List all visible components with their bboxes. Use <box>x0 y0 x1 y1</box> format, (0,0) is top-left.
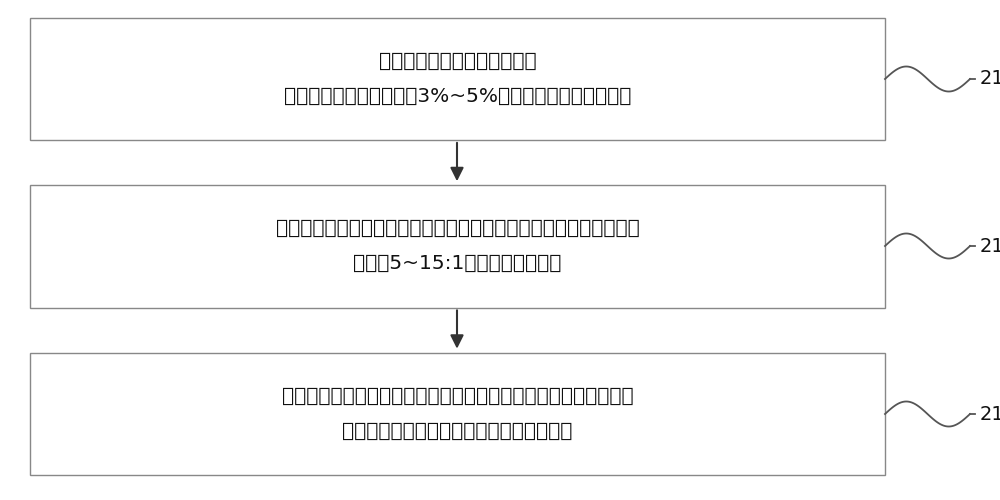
FancyBboxPatch shape <box>30 352 885 475</box>
Text: 在基体的相对的两个表面分别涂覆混合浆料，经干燥去除有机溶剂: 在基体的相对的两个表面分别涂覆混合浆料，经干燥去除有机溶剂 <box>282 387 633 406</box>
Text: 将聚偏氯乙烯溶解于有机溶剂: 将聚偏氯乙烯溶解于有机溶剂 <box>379 52 536 70</box>
Text: 量比为5~15:1，得到混合浆料。: 量比为5~15:1，得到混合浆料。 <box>353 254 562 273</box>
Text: 214: 214 <box>980 236 1000 256</box>
Text: 中，得到质量百分浓度为3%~5%的聚偏乙烯的有机溶液。: 中，得到质量百分浓度为3%~5%的聚偏乙烯的有机溶液。 <box>284 86 631 106</box>
Text: 在聚偏氯乙烯的有机溶液中加入氧化物，且氧化物与聚偏氯乙烯的质: 在聚偏氯乙烯的有机溶液中加入氧化物，且氧化物与聚偏氯乙烯的质 <box>276 219 639 238</box>
Text: 216: 216 <box>980 404 1000 423</box>
FancyBboxPatch shape <box>30 185 885 308</box>
FancyBboxPatch shape <box>30 18 885 140</box>
Text: 212: 212 <box>980 70 1000 88</box>
Text: ，分别得到第一混合物层和第二混合物层。: ，分别得到第一混合物层和第二混合物层。 <box>342 422 573 441</box>
